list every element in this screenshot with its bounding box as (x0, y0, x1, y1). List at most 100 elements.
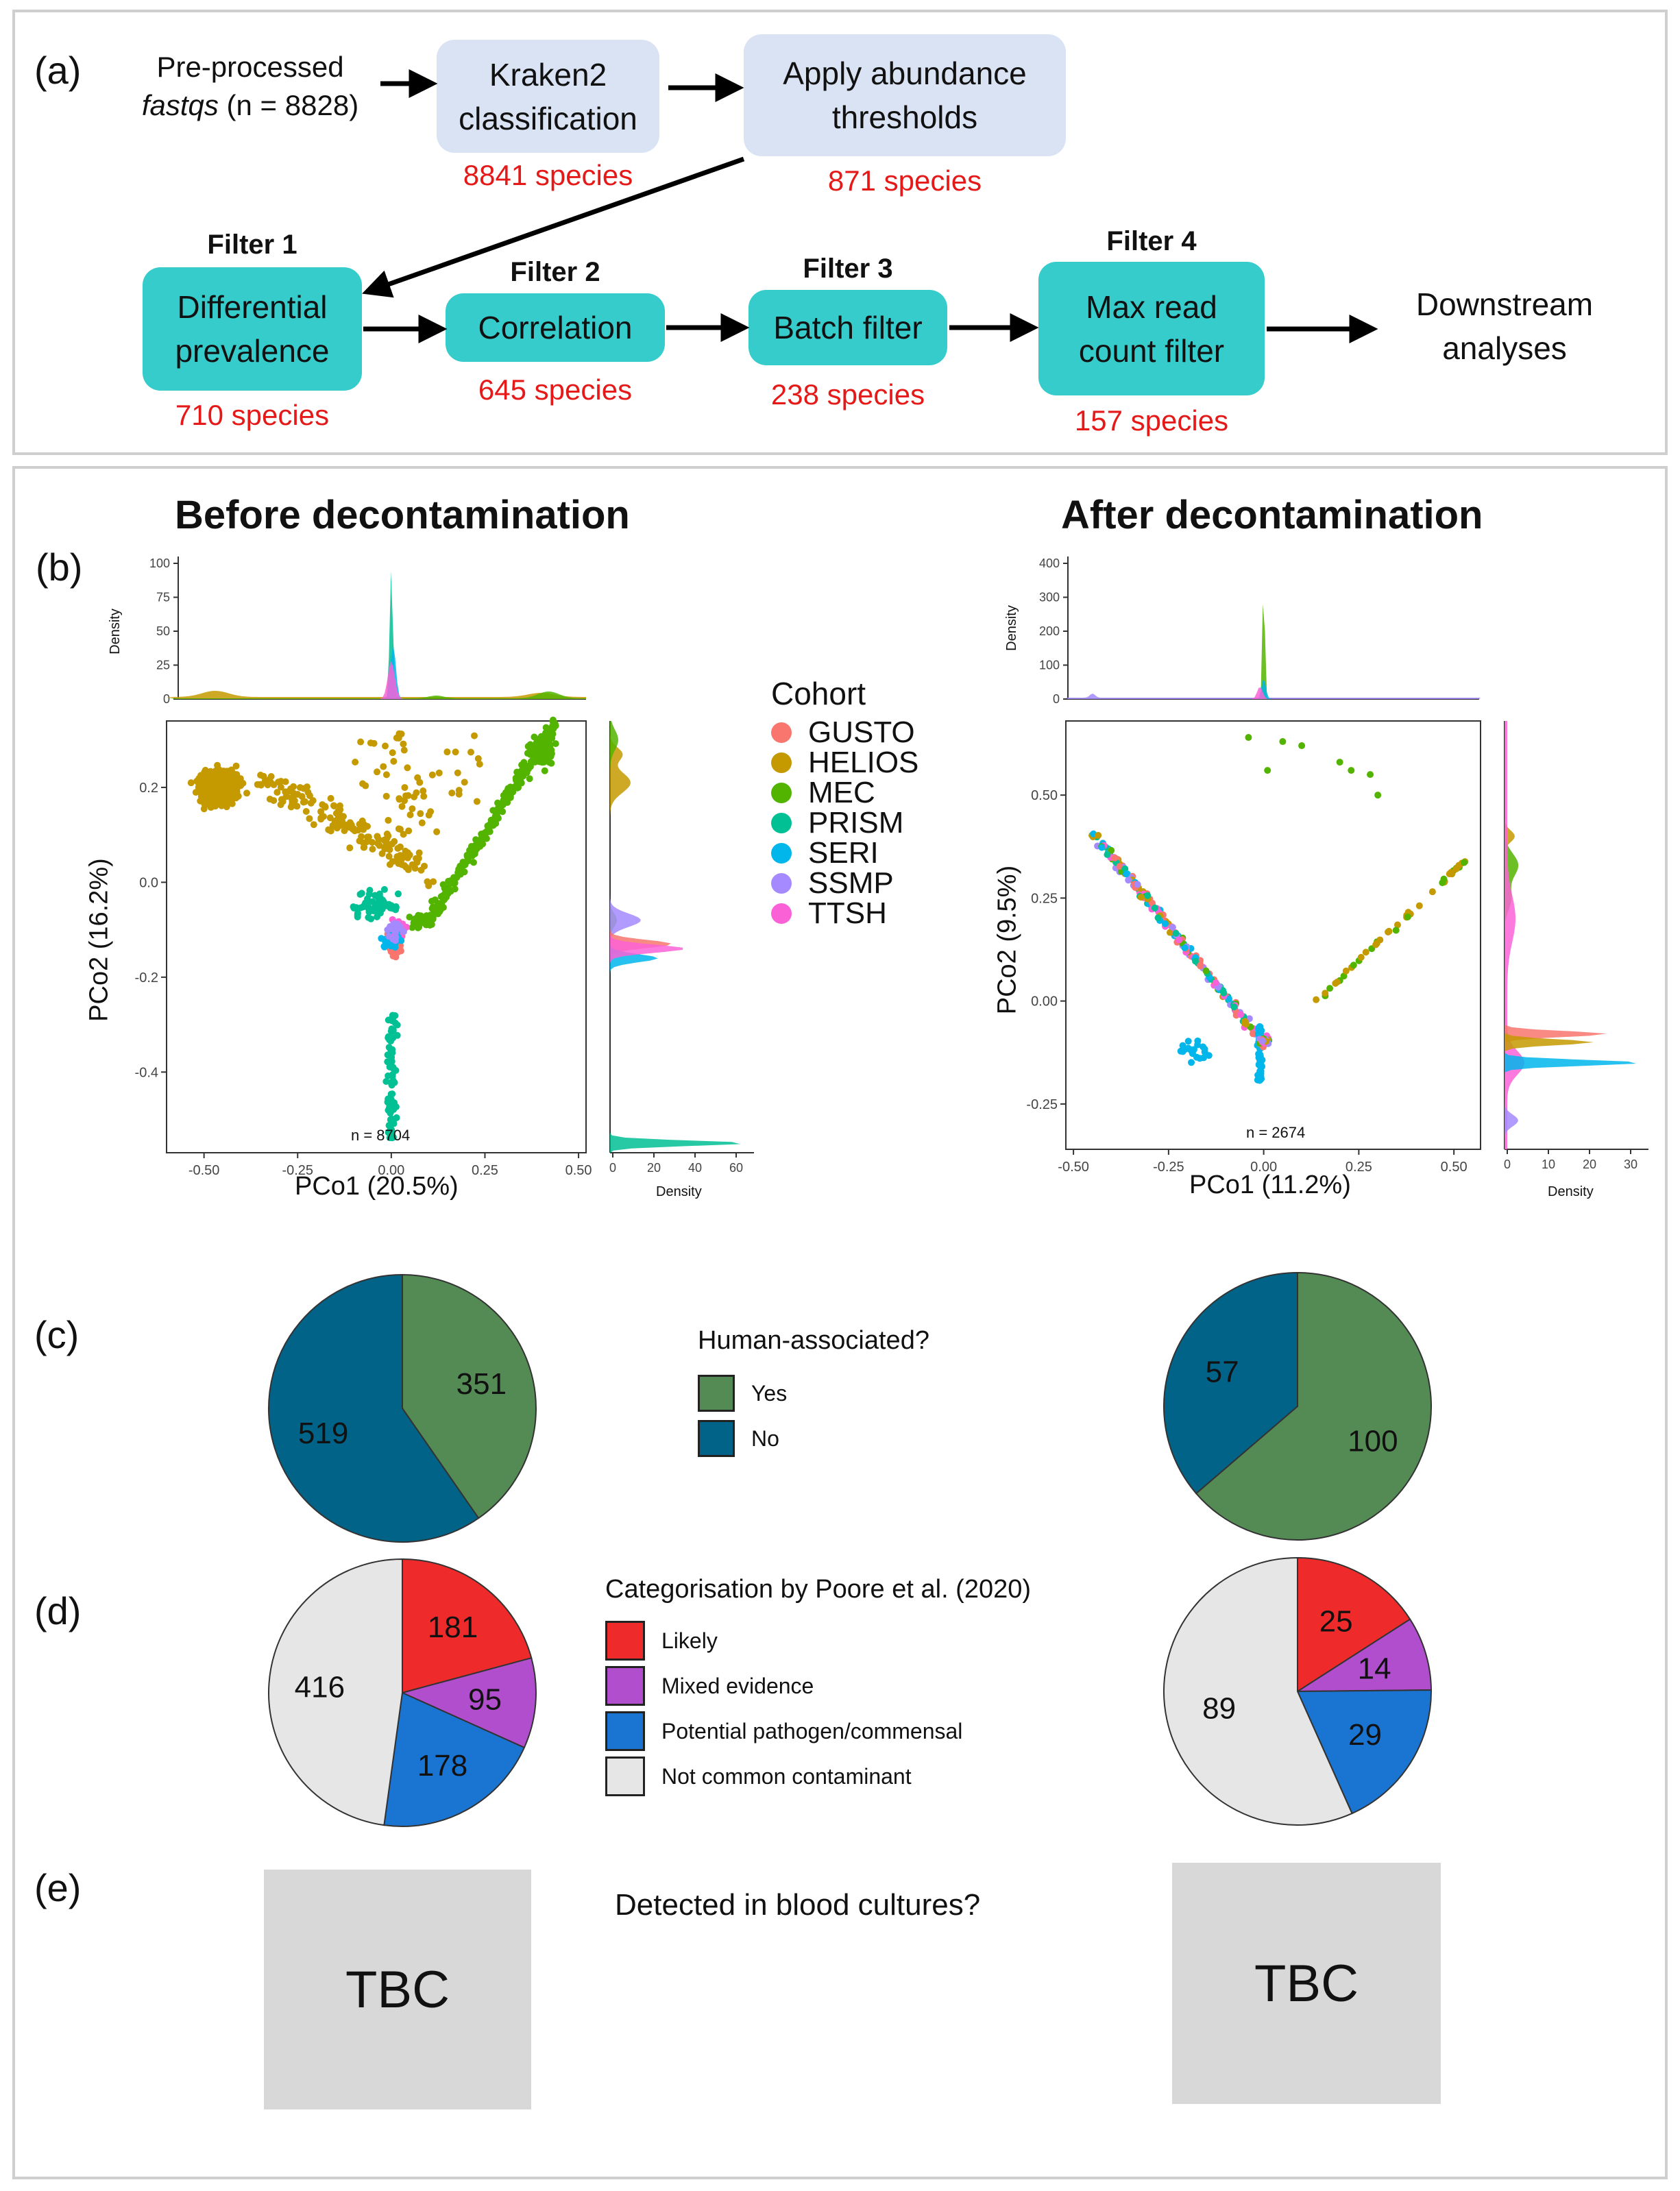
top-density-tick-label: 50 (156, 624, 170, 638)
point-helios (395, 734, 402, 742)
point-mec (542, 724, 550, 731)
point-helios (357, 738, 365, 746)
filter1-title: Filter 1 (207, 230, 297, 260)
filter1-count: 710 species (175, 399, 330, 431)
tbc-box-right: TBC (1172, 1863, 1441, 2104)
point-helios (302, 808, 310, 816)
point-helios (443, 748, 451, 756)
y-tick-label: 0.0 (139, 875, 158, 890)
point-seri (1161, 920, 1169, 927)
point-helios (356, 820, 363, 828)
point-helios (264, 781, 271, 789)
point-helios (406, 811, 414, 819)
point-helios (400, 831, 407, 838)
point-helios (346, 844, 354, 852)
point-prism (384, 1058, 391, 1066)
point-prism (393, 1031, 401, 1039)
point-prism (385, 1034, 392, 1042)
point-mec (540, 748, 548, 756)
point-mec (445, 877, 452, 885)
point-seri (1226, 995, 1233, 1003)
poore-legend-item-label: Not common contaminant (661, 1763, 912, 1789)
point-helios (390, 757, 398, 765)
point-mec (517, 773, 524, 781)
point-mec (450, 878, 458, 885)
poore-legend-item-label: Potential pathogen/commensal (661, 1718, 963, 1743)
y-tick-label: 0.50 (1031, 788, 1058, 803)
point-helios (433, 828, 441, 835)
poore-legend-item-swatch (605, 1621, 645, 1661)
point-helios (394, 844, 402, 852)
point-helios (411, 864, 419, 872)
point-helios (360, 844, 367, 851)
point-helios (385, 853, 393, 860)
point-prism (378, 905, 386, 913)
point-mec (513, 784, 521, 792)
filter2-title: Filter 2 (510, 257, 600, 287)
point-prism (366, 887, 374, 894)
point-mec (483, 835, 490, 842)
filter4-count: 157 species (1074, 404, 1229, 437)
abundance-line2: thresholds (831, 99, 978, 135)
y-tick-label: 0.25 (1031, 891, 1058, 906)
point-mec (470, 859, 477, 866)
top-density-helios (167, 691, 586, 699)
point-prism (384, 1051, 391, 1059)
point-mec (483, 828, 490, 835)
point-helios (374, 768, 381, 776)
d-before-label-1: 95 (468, 1683, 502, 1717)
point-prism (363, 895, 371, 903)
d-before-label-3: 416 (295, 1671, 345, 1704)
point-helios (234, 779, 241, 787)
point-helios (303, 783, 311, 791)
point-mec (531, 733, 538, 741)
point-helios (277, 783, 284, 791)
point-mec (507, 792, 514, 800)
x-tick-label: -0.50 (1058, 1160, 1089, 1175)
point-helios (461, 779, 468, 786)
point-helios (290, 783, 297, 790)
d-after-label-2: 29 (1348, 1718, 1382, 1752)
point-helios (415, 849, 423, 857)
point-helios (330, 802, 337, 809)
point-prism (365, 905, 372, 912)
c-after-label-0: 100 (1348, 1424, 1398, 1458)
point-helios (273, 789, 281, 796)
human-legend-item-label: Yes (751, 1380, 788, 1406)
point-helios (327, 795, 334, 803)
point-helios (310, 821, 317, 829)
point-helios (232, 794, 240, 802)
x-tick-label: -0.50 (188, 1163, 220, 1178)
scatter-panel (1065, 720, 1481, 1150)
point-mec (457, 868, 465, 875)
tbc-box-left: TBC (264, 1870, 531, 2109)
point-mec (429, 916, 437, 923)
point-helios (380, 763, 387, 770)
point-helios (369, 846, 376, 853)
point-prism (380, 885, 388, 893)
panel-b-label: (b) (36, 546, 83, 589)
point-mec (487, 820, 494, 828)
point-helios (196, 785, 204, 792)
arrow-abundance-filter1 (362, 156, 745, 298)
poore-legend-item-3: Not common contaminant (605, 1754, 1031, 1799)
point-helios (374, 833, 381, 840)
point-helios (398, 861, 406, 868)
point-helios (243, 790, 251, 797)
filter3-box: Batch filter (748, 290, 947, 365)
point-helios (396, 825, 404, 833)
point-prism (394, 890, 402, 898)
point-helios (428, 771, 436, 779)
d-after-label-1: 14 (1358, 1652, 1391, 1686)
point-mec (465, 853, 472, 861)
point-prism (387, 1103, 395, 1110)
point-mec (491, 813, 499, 821)
point-gusto (389, 952, 397, 959)
point-helios (304, 789, 312, 796)
point-helios (270, 797, 278, 805)
point-mec (529, 755, 537, 763)
point-ssmp (392, 933, 400, 941)
point-mec (498, 802, 505, 809)
point-mec (430, 906, 438, 914)
poore-legend-item-swatch (605, 1711, 645, 1751)
